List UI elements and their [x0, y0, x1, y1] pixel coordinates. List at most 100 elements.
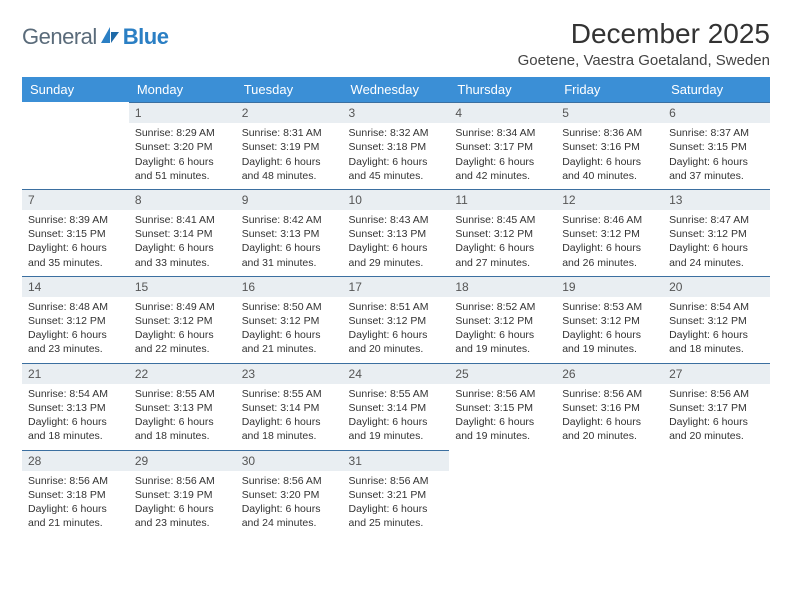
calendar-day: 24Sunrise: 8:55 AMSunset: 3:14 PMDayligh… [343, 363, 450, 450]
day-header: Sunday [22, 77, 129, 102]
calendar-day: 22Sunrise: 8:55 AMSunset: 3:13 PMDayligh… [129, 363, 236, 450]
daylight-text: and 21 minutes. [28, 516, 123, 530]
sunrise-text: Sunrise: 8:43 AM [349, 213, 444, 227]
sunset-text: Sunset: 3:12 PM [669, 314, 764, 328]
daylight-text: and 22 minutes. [135, 342, 230, 356]
sunrise-text: Sunrise: 8:55 AM [242, 387, 337, 401]
sunrise-text: Sunrise: 8:56 AM [349, 474, 444, 488]
sunset-text: Sunset: 3:15 PM [455, 401, 550, 415]
day-number: 25 [449, 363, 556, 384]
daylight-text: Daylight: 6 hours [669, 155, 764, 169]
daylight-text: Daylight: 6 hours [562, 155, 657, 169]
daylight-text: and 51 minutes. [135, 169, 230, 183]
sunrise-text: Sunrise: 8:48 AM [28, 300, 123, 314]
daylight-text: and 18 minutes. [242, 429, 337, 443]
location: Goetene, Vaestra Goetaland, Sweden [518, 52, 770, 69]
day-number: 24 [343, 363, 450, 384]
day-number: 8 [129, 189, 236, 210]
calendar-day: 10Sunrise: 8:43 AMSunset: 3:13 PMDayligh… [343, 189, 450, 276]
daylight-text: Daylight: 6 hours [455, 415, 550, 429]
day-number: 31 [343, 450, 450, 471]
daylight-text: Daylight: 6 hours [242, 328, 337, 342]
sunset-text: Sunset: 3:18 PM [349, 140, 444, 154]
sunrise-text: Sunrise: 8:56 AM [28, 474, 123, 488]
calendar-day: 2Sunrise: 8:31 AMSunset: 3:19 PMDaylight… [236, 102, 343, 189]
day-number: 27 [663, 363, 770, 384]
day-header-row: SundayMondayTuesdayWednesdayThursdayFrid… [22, 77, 770, 102]
day-number: 13 [663, 189, 770, 210]
day-number: 28 [22, 450, 129, 471]
sunset-text: Sunset: 3:13 PM [242, 227, 337, 241]
sunset-text: Sunset: 3:12 PM [669, 227, 764, 241]
daylight-text: Daylight: 6 hours [135, 502, 230, 516]
calendar-day: 16Sunrise: 8:50 AMSunset: 3:12 PMDayligh… [236, 276, 343, 363]
day-number: 23 [236, 363, 343, 384]
calendar-day: 27Sunrise: 8:56 AMSunset: 3:17 PMDayligh… [663, 363, 770, 450]
sunrise-text: Sunrise: 8:31 AM [242, 126, 337, 140]
calendar-week: 28Sunrise: 8:56 AMSunset: 3:18 PMDayligh… [22, 450, 770, 537]
calendar-day: 12Sunrise: 8:46 AMSunset: 3:12 PMDayligh… [556, 189, 663, 276]
daylight-text: and 19 minutes. [455, 342, 550, 356]
sunrise-text: Sunrise: 8:34 AM [455, 126, 550, 140]
daylight-text: and 20 minutes. [349, 342, 444, 356]
calendar-day: 7Sunrise: 8:39 AMSunset: 3:15 PMDaylight… [22, 189, 129, 276]
calendar-day [22, 102, 129, 189]
calendar-day: 26Sunrise: 8:56 AMSunset: 3:16 PMDayligh… [556, 363, 663, 450]
calendar-day: 14Sunrise: 8:48 AMSunset: 3:12 PMDayligh… [22, 276, 129, 363]
calendar-day [449, 450, 556, 537]
day-number: 15 [129, 276, 236, 297]
sunrise-text: Sunrise: 8:54 AM [669, 300, 764, 314]
daylight-text: and 35 minutes. [28, 256, 123, 270]
daylight-text: Daylight: 6 hours [455, 241, 550, 255]
day-header: Tuesday [236, 77, 343, 102]
sunrise-text: Sunrise: 8:45 AM [455, 213, 550, 227]
sunrise-text: Sunrise: 8:49 AM [135, 300, 230, 314]
daylight-text: and 26 minutes. [562, 256, 657, 270]
sunset-text: Sunset: 3:16 PM [562, 140, 657, 154]
sunset-text: Sunset: 3:19 PM [135, 488, 230, 502]
daylight-text: Daylight: 6 hours [242, 241, 337, 255]
sunset-text: Sunset: 3:14 PM [349, 401, 444, 415]
daylight-text: and 20 minutes. [669, 429, 764, 443]
day-number: 21 [22, 363, 129, 384]
day-number: 14 [22, 276, 129, 297]
daylight-text: Daylight: 6 hours [28, 328, 123, 342]
daylight-text: and 40 minutes. [562, 169, 657, 183]
daylight-text: Daylight: 6 hours [669, 328, 764, 342]
sunrise-text: Sunrise: 8:50 AM [242, 300, 337, 314]
sunrise-text: Sunrise: 8:47 AM [669, 213, 764, 227]
sunset-text: Sunset: 3:20 PM [135, 140, 230, 154]
calendar-table: SundayMondayTuesdayWednesdayThursdayFrid… [22, 77, 770, 536]
daylight-text: and 29 minutes. [349, 256, 444, 270]
calendar-day: 19Sunrise: 8:53 AMSunset: 3:12 PMDayligh… [556, 276, 663, 363]
sunset-text: Sunset: 3:21 PM [349, 488, 444, 502]
daylight-text: Daylight: 6 hours [349, 155, 444, 169]
sunrise-text: Sunrise: 8:56 AM [242, 474, 337, 488]
daylight-text: and 21 minutes. [242, 342, 337, 356]
sail-icon [99, 25, 121, 50]
daylight-text: and 24 minutes. [242, 516, 337, 530]
daylight-text: Daylight: 6 hours [242, 502, 337, 516]
daylight-text: Daylight: 6 hours [135, 241, 230, 255]
sunset-text: Sunset: 3:13 PM [135, 401, 230, 415]
daylight-text: and 19 minutes. [455, 429, 550, 443]
sunrise-text: Sunrise: 8:37 AM [669, 126, 764, 140]
calendar-week: 1Sunrise: 8:29 AMSunset: 3:20 PMDaylight… [22, 102, 770, 189]
daylight-text: and 19 minutes. [349, 429, 444, 443]
daylight-text: Daylight: 6 hours [455, 328, 550, 342]
sunset-text: Sunset: 3:16 PM [562, 401, 657, 415]
daylight-text: Daylight: 6 hours [135, 415, 230, 429]
calendar-week: 21Sunrise: 8:54 AMSunset: 3:13 PMDayligh… [22, 363, 770, 450]
sunset-text: Sunset: 3:12 PM [455, 227, 550, 241]
day-number: 5 [556, 102, 663, 123]
calendar-day: 20Sunrise: 8:54 AMSunset: 3:12 PMDayligh… [663, 276, 770, 363]
sunset-text: Sunset: 3:17 PM [669, 401, 764, 415]
day-number: 30 [236, 450, 343, 471]
daylight-text: and 23 minutes. [28, 342, 123, 356]
daylight-text: Daylight: 6 hours [242, 155, 337, 169]
calendar-day: 31Sunrise: 8:56 AMSunset: 3:21 PMDayligh… [343, 450, 450, 537]
day-number: 29 [129, 450, 236, 471]
logo-text-blue: Blue [123, 24, 169, 50]
calendar-day: 25Sunrise: 8:56 AMSunset: 3:15 PMDayligh… [449, 363, 556, 450]
sunset-text: Sunset: 3:12 PM [455, 314, 550, 328]
